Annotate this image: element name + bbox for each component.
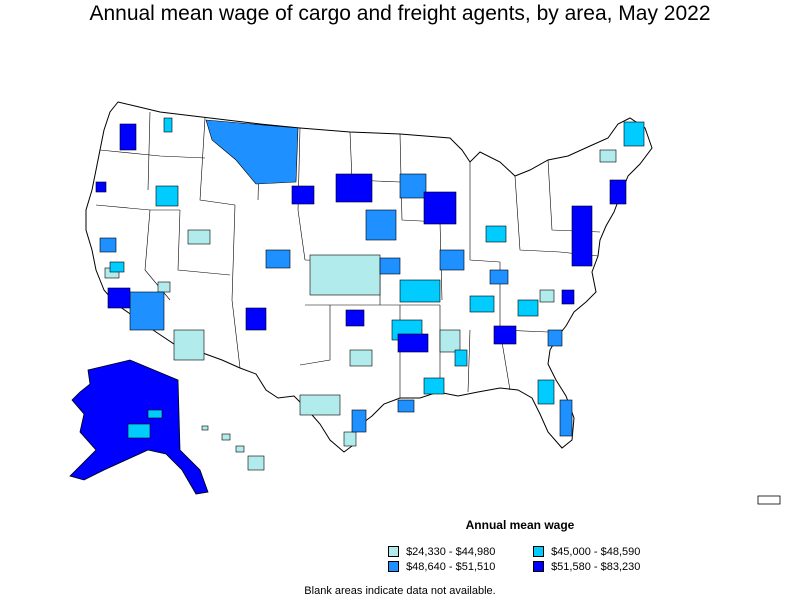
- legend-item-tier-4: $51,580 - $83,230: [533, 560, 641, 575]
- legend-item-label: $51,580 - $83,230: [551, 561, 641, 574]
- legend-item-label: $24,330 - $44,980: [406, 546, 496, 559]
- legend-swatch: [533, 545, 544, 557]
- legend-title: Annual mean wage: [465, 518, 575, 532]
- legend-swatch: [388, 560, 399, 572]
- legend-item-label: $48,640 - $51,510: [406, 561, 496, 574]
- legend-item-tier-1: $24,330 - $44,980: [388, 545, 496, 560]
- alaska-area-southcentral: [127, 423, 151, 439]
- puerto-rico: [757, 495, 781, 505]
- alaska-area-anchorage: [147, 409, 163, 419]
- legend-item-label: $45,000 - $48,590: [551, 546, 641, 559]
- hawaii: [201, 425, 265, 471]
- legend-swatch: [388, 545, 399, 557]
- legend-item-tier-2: $45,000 - $48,590: [533, 545, 641, 560]
- map-title: Annual mean wage of cargo and freight ag…: [89, 2, 711, 25]
- legend-swatch: [533, 560, 544, 572]
- legend-item-tier-3: $48,640 - $51,510: [388, 560, 496, 575]
- blank-areas-note: Blank areas indicate data not available.: [304, 585, 496, 597]
- legend: Annual mean wage $24,330 - $44,980 $45,0…: [380, 518, 680, 582]
- area-regions: [95, 117, 645, 447]
